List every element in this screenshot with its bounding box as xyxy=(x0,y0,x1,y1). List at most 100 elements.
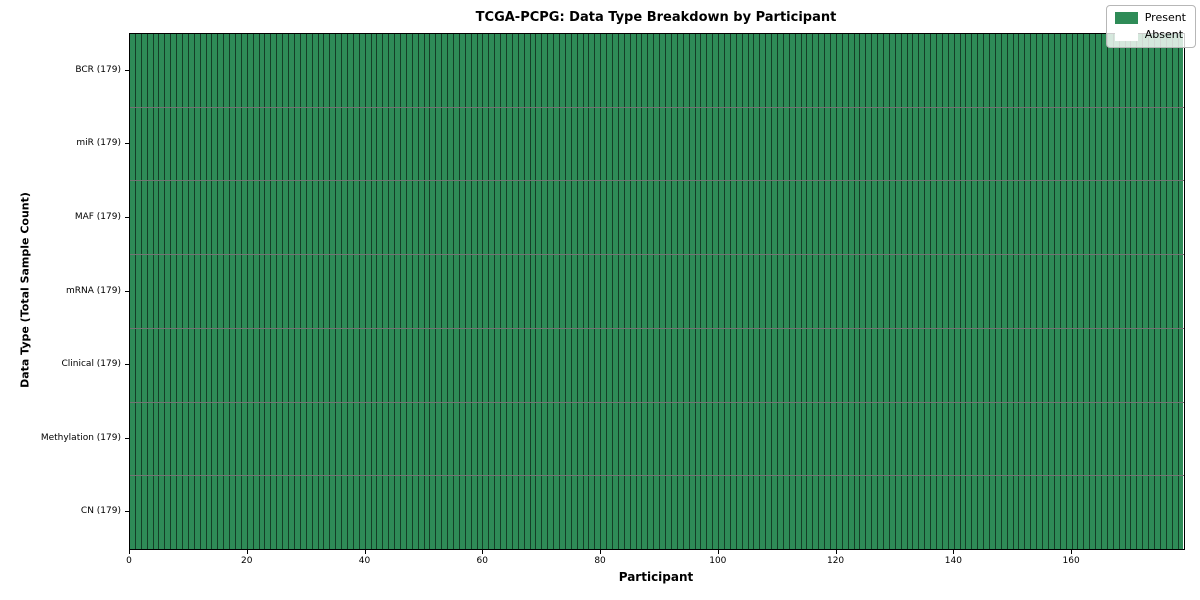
heatmap-cell xyxy=(465,107,472,181)
heatmap-cell xyxy=(188,181,195,255)
heatmap-cell xyxy=(442,476,449,550)
heatmap-cell xyxy=(342,402,348,476)
heatmap-cell xyxy=(135,255,142,328)
heatmap-cell xyxy=(671,328,678,402)
heatmap-cell xyxy=(984,255,991,328)
heatmap-cell xyxy=(353,402,360,476)
heatmap-cell xyxy=(324,107,331,181)
heatmap-cell xyxy=(613,107,619,181)
heatmap-cell xyxy=(972,476,979,550)
heatmap-cell xyxy=(365,107,372,181)
heatmap-cell xyxy=(854,402,861,476)
heatmap-cell xyxy=(453,34,460,107)
heatmap-cell xyxy=(371,34,378,107)
heatmap-cell xyxy=(1078,402,1085,476)
heatmap-cell xyxy=(601,328,608,402)
heatmap-cell xyxy=(942,402,949,476)
heatmap-cell xyxy=(848,255,855,328)
heatmap-cell xyxy=(919,255,926,328)
heatmap-cell xyxy=(648,402,655,476)
y-tick-label: miR (179) xyxy=(76,138,121,149)
heatmap-cell xyxy=(595,402,602,476)
heatmap-cell xyxy=(177,255,184,328)
heatmap-cell xyxy=(200,476,207,550)
heatmap-cell xyxy=(854,34,861,107)
heatmap-cell xyxy=(430,328,437,402)
heatmap-cell xyxy=(347,34,354,107)
heatmap-cell xyxy=(194,402,201,476)
heatmap-cell xyxy=(371,255,378,328)
heatmap-cell xyxy=(707,107,714,181)
heatmap-cell xyxy=(1037,476,1044,550)
heatmap-cell xyxy=(130,476,136,550)
heatmap-cell xyxy=(271,402,278,476)
heatmap-cell xyxy=(365,402,372,476)
heatmap-cell xyxy=(642,476,649,550)
heatmap-cell xyxy=(512,255,519,328)
heatmap-cell xyxy=(919,34,926,107)
heatmap-cell xyxy=(1125,181,1132,255)
heatmap-cell xyxy=(347,181,354,255)
heatmap-cell xyxy=(430,476,437,550)
heatmap-cell xyxy=(130,107,136,181)
heatmap-cell xyxy=(483,181,490,255)
heatmap-cell xyxy=(889,107,896,181)
heatmap-cell xyxy=(925,107,932,181)
heatmap-cell xyxy=(188,255,195,328)
heatmap-cell xyxy=(760,402,767,476)
heatmap-cell xyxy=(848,34,855,107)
heatmap-cell xyxy=(713,181,720,255)
heatmap-cell xyxy=(925,34,932,107)
heatmap-cell xyxy=(253,328,260,402)
heatmap-cell xyxy=(518,402,525,476)
heatmap-cell xyxy=(554,402,561,476)
heatmap-cell xyxy=(389,107,396,181)
heatmap-cell xyxy=(742,34,749,107)
heatmap-cell xyxy=(383,34,390,107)
heatmap-cell xyxy=(1101,107,1108,181)
heatmap-cell xyxy=(654,255,661,328)
y-tick-mark xyxy=(125,511,129,513)
heatmap-cell xyxy=(236,402,242,476)
heatmap-cell xyxy=(860,402,867,476)
heatmap-cell xyxy=(1031,402,1038,476)
x-tick-label: 20 xyxy=(241,556,253,566)
legend: Present Absent xyxy=(1105,5,1196,48)
heatmap-cell xyxy=(730,107,737,181)
heatmap-cell xyxy=(489,34,496,107)
heatmap-cell xyxy=(613,34,619,107)
heatmap-cell xyxy=(960,476,967,550)
heatmap-cell xyxy=(283,328,290,402)
heatmap-cell xyxy=(624,181,631,255)
heatmap-cell xyxy=(1137,181,1144,255)
heatmap-cell xyxy=(135,476,142,550)
heatmap-cell xyxy=(942,476,949,550)
heatmap-cell xyxy=(141,107,148,181)
heatmap-cell xyxy=(277,34,284,107)
heatmap-cell xyxy=(536,476,543,550)
heatmap-cell xyxy=(984,34,991,107)
heatmap-cell xyxy=(1113,255,1120,328)
heatmap-cell xyxy=(159,328,166,402)
heatmap-cell xyxy=(789,181,796,255)
heatmap-cell xyxy=(589,107,596,181)
heatmap-cell xyxy=(1072,402,1079,476)
heatmap-cell xyxy=(636,328,643,402)
heatmap-cell xyxy=(424,107,431,181)
heatmap-cell xyxy=(289,34,295,107)
heatmap-cell xyxy=(501,181,507,255)
heatmap-cell xyxy=(1007,476,1014,550)
heatmap-cell xyxy=(819,107,826,181)
heatmap-cell xyxy=(783,476,790,550)
heatmap-cell xyxy=(589,34,596,107)
heatmap-cell xyxy=(683,181,690,255)
heatmap-cell xyxy=(1060,34,1067,107)
heatmap-cell xyxy=(507,328,513,402)
heatmap-cell xyxy=(448,107,454,181)
heatmap-cell xyxy=(713,34,720,107)
heatmap-cell xyxy=(854,107,861,181)
heatmap-cell xyxy=(1143,34,1150,107)
heatmap-cell xyxy=(1001,328,1008,402)
heatmap-cell xyxy=(954,34,961,107)
heatmap-cell xyxy=(760,34,767,107)
